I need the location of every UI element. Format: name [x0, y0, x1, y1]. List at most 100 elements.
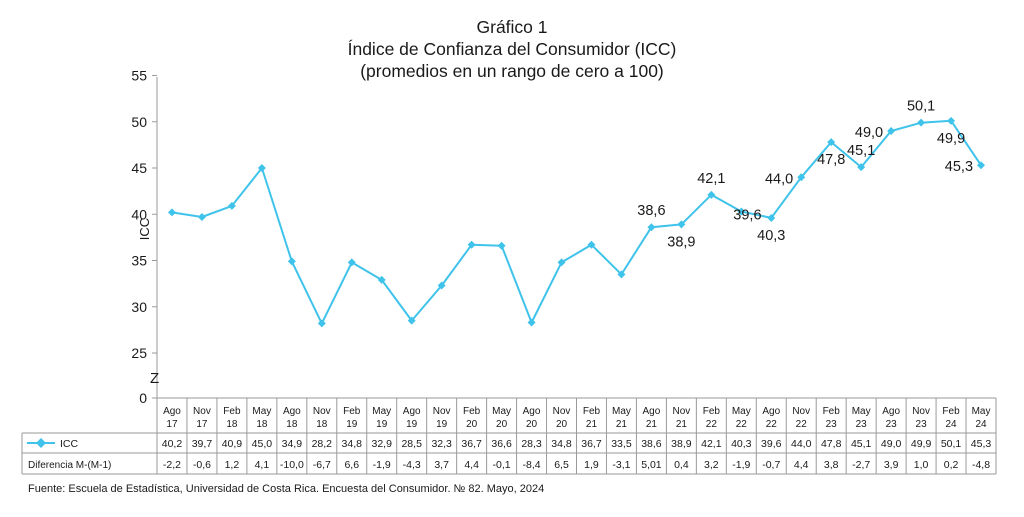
x-tick-label-month: Nov: [912, 406, 930, 417]
table-icc-value: 34,8: [342, 438, 363, 450]
icc-point: [317, 319, 326, 328]
data-label: 39,6: [733, 207, 761, 223]
table-diff-value: 0,4: [674, 459, 689, 471]
y-tick-label: 50: [131, 114, 147, 130]
icc-point: [347, 258, 356, 267]
table-icc-value: 40,3: [731, 438, 752, 450]
table-row-label: Diferencia M-(M-1): [28, 460, 111, 471]
icc-point: [407, 316, 416, 325]
x-tick-label-year: 19: [436, 419, 448, 430]
y-tick-label: 40: [131, 206, 147, 222]
table-diff-value: -0,1: [493, 459, 511, 471]
data-label: 49,0: [855, 125, 883, 141]
table-diff-value: -1,9: [732, 459, 750, 471]
icc-point: [767, 213, 776, 222]
x-tick-label-month: May: [252, 406, 271, 417]
table-diff-value: 3,2: [704, 459, 719, 471]
icc-point: [557, 258, 566, 267]
x-tick-label-month: Ago: [882, 406, 900, 417]
table-diff-value: -0,7: [762, 459, 780, 471]
x-tick-label-month: May: [972, 406, 991, 417]
table-diff-value: -6,7: [313, 459, 331, 471]
table-diff-value: 4,4: [464, 459, 479, 471]
table-diff-value: -1,9: [373, 459, 391, 471]
chart-subtitle-range: (promedios en un rango de cero a 100): [360, 61, 664, 81]
table-diff-value: -3,1: [612, 459, 630, 471]
x-tick-label-year: 22: [706, 419, 718, 430]
table-icc-value: 40,2: [162, 438, 183, 450]
table-icc-value: 38,6: [641, 438, 662, 450]
icc-point: [797, 173, 806, 182]
table-icc-value: 28,2: [312, 438, 333, 450]
data-label: 49,9: [937, 131, 965, 147]
icc-point: [827, 138, 836, 147]
table-diff-value: 6,5: [554, 459, 569, 471]
table-diff-value: -2,7: [852, 459, 870, 471]
table-icc-value: 40,9: [222, 438, 243, 450]
x-tick-label-year: 17: [166, 419, 178, 430]
icc-point: [287, 257, 296, 266]
icc-point: [707, 190, 716, 199]
x-tick-label-year: 23: [886, 419, 898, 430]
x-tick-label-month: May: [612, 406, 631, 417]
data-label: 38,6: [637, 203, 665, 219]
icc-series-line: [171, 119, 982, 325]
y-tick-label: 45: [131, 160, 147, 176]
y-tick-label: 55: [131, 68, 147, 84]
table-icc-value: 34,8: [551, 438, 572, 450]
data-label: 45,3: [945, 159, 973, 175]
x-tick-label-year: 24: [975, 419, 987, 430]
x-tick-label-year: 18: [226, 419, 238, 430]
icc-point: [377, 275, 386, 284]
x-tick-label-year: 19: [376, 419, 388, 430]
x-tick-label-year: 18: [256, 419, 268, 430]
table-icc-value: 45,3: [971, 438, 992, 450]
table-icc-value: 28,5: [401, 438, 422, 450]
icc-point: [647, 223, 656, 232]
table-diff-value: 3,9: [884, 459, 899, 471]
table-icc-value: 36,6: [491, 438, 512, 450]
x-tick-label-month: May: [372, 406, 391, 417]
table-diff-value: 1,2: [225, 459, 240, 471]
table-icc-value: 49,9: [911, 438, 932, 450]
chart-subtitle: Índice de Confianza del Consumidor (ICC): [347, 39, 677, 59]
x-tick-label-year: 20: [526, 419, 538, 430]
data-label: 45,1: [847, 143, 875, 159]
table-diff-value: 1,0: [914, 459, 929, 471]
x-tick-label-month: May: [492, 406, 511, 417]
table-diff-value: -2,2: [163, 459, 181, 471]
y-tick-label: 35: [131, 253, 147, 269]
table-icc-value: 36,7: [581, 438, 602, 450]
table-icc-value: 49,0: [881, 438, 902, 450]
table-icc-value: 45,0: [252, 438, 273, 450]
table-diff-value: 4,4: [794, 459, 809, 471]
y-tick-label: 25: [131, 345, 147, 361]
table-icc-value: 38,9: [671, 438, 692, 450]
icc-point: [887, 127, 896, 135]
y-tick-label: 0: [139, 390, 147, 406]
data-label: 42,1: [697, 171, 725, 187]
table-diff-value: -10,0: [280, 459, 304, 471]
icc-point: [587, 240, 596, 249]
data-label: 38,9: [667, 234, 695, 250]
x-tick-label-year: 21: [616, 419, 628, 430]
x-tick-label-month: Feb: [343, 406, 361, 417]
x-tick-label-month: Feb: [823, 406, 841, 417]
icc-point: [917, 118, 926, 127]
x-tick-label-year: 20: [466, 419, 478, 430]
x-tick-label-month: May: [732, 406, 751, 417]
table-icc-value: 39,7: [192, 438, 213, 450]
table-diff-value: 5,01: [641, 459, 662, 471]
table-icc-value: 42,1: [701, 438, 722, 450]
data-label: 40,3: [757, 228, 785, 244]
table-diff-value: 6,6: [344, 459, 359, 471]
icc-point: [497, 241, 506, 250]
x-tick-label-year: 21: [676, 419, 688, 430]
y-axis-label: ICC: [137, 218, 152, 240]
table-icc-value: 36,7: [461, 438, 482, 450]
table-icc-value: 32,9: [372, 438, 393, 450]
icc-point: [977, 161, 986, 170]
table-diff-value: 0,2: [944, 459, 959, 471]
x-tick-label-year: 22: [736, 419, 748, 430]
